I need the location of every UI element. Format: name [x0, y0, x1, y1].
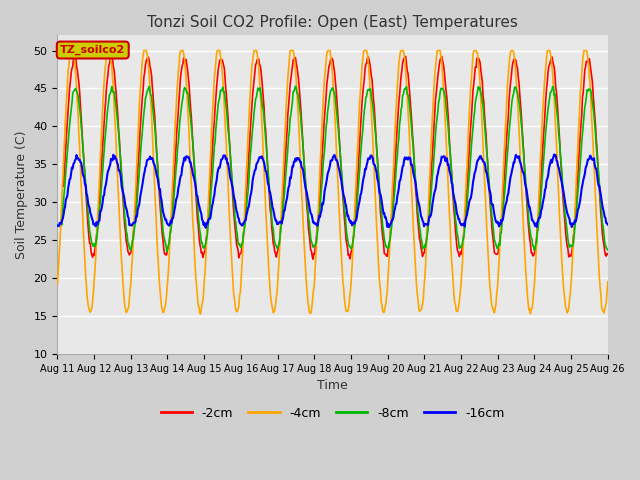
X-axis label: Time: Time — [317, 379, 348, 392]
Text: TZ_soilco2: TZ_soilco2 — [60, 45, 125, 55]
Title: Tonzi Soil CO2 Profile: Open (East) Temperatures: Tonzi Soil CO2 Profile: Open (East) Temp… — [147, 15, 518, 30]
Legend: -2cm, -4cm, -8cm, -16cm: -2cm, -4cm, -8cm, -16cm — [156, 402, 509, 425]
Y-axis label: Soil Temperature (C): Soil Temperature (C) — [15, 131, 28, 259]
